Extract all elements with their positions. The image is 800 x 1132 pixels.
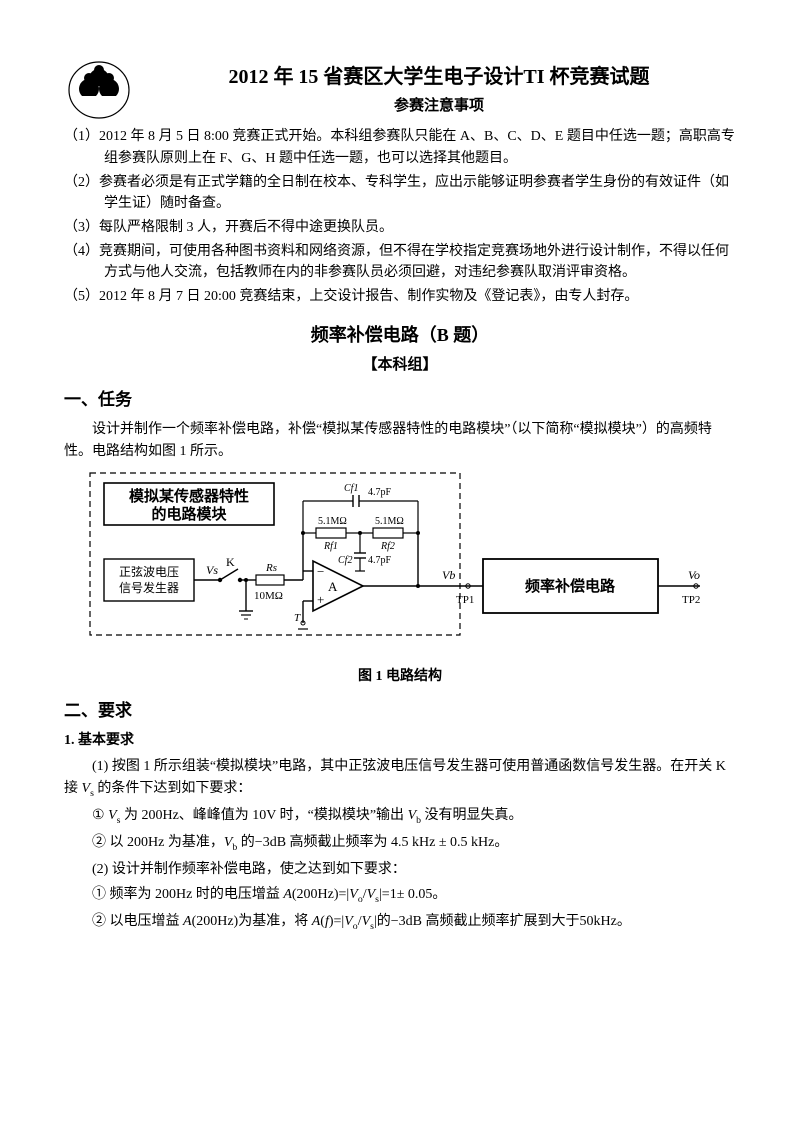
req-1-item2: ② 以 200Hz 为基准，Vb 的−3dB 高频截止频率为 4.5 kHz ±… [64, 832, 736, 855]
rules-list: （1）2012 年 8 月 5 日 8:00 竞赛正式开始。本科组参赛队只能在 … [64, 126, 736, 308]
req-2-item2: ② 以电压增益 A(200Hz)为基准，将 A(f)=|Vo/Vs|的−3dB … [64, 911, 736, 934]
section-2-heading: 二、要求 [64, 698, 736, 724]
svg-text:A: A [328, 579, 338, 594]
section-1-para: 设计并制作一个频率补偿电路，补偿“模拟某传感器特性的电路模块”（以下简称“模拟模… [64, 419, 736, 462]
svg-text:Vb: Vb [442, 568, 455, 582]
svg-text:TP2: TP2 [682, 594, 700, 606]
svg-text:5.1MΩ: 5.1MΩ [375, 516, 404, 527]
svg-text:模拟某传感器特性: 模拟某传感器特性 [129, 487, 249, 505]
svg-text:4.7pF: 4.7pF [368, 555, 392, 566]
rule-4: （4）竞赛期间，可使用各种图书资料和网络资源，但不得在学校指定竞赛场地外进行设计… [64, 241, 736, 284]
rule-1: （1）2012 年 8 月 5 日 8:00 竞赛正式开始。本科组参赛队只能在 … [64, 126, 736, 169]
req-1-item1: ① Vs 为 200Hz、峰峰值为 10V 时，“模拟模块”输出 Vb 没有明显… [64, 805, 736, 828]
rule-2: （2）参赛者必须是有正式学籍的全日制在校本、专科学生，应出示能够证明参赛者学生身… [64, 172, 736, 215]
req-1: (1) 按图 1 所示组装“模拟模块”电路，其中正弦波电压信号发生器可使用普通函… [64, 756, 736, 801]
svg-text:TP1: TP1 [456, 594, 474, 606]
circuit-diagram: 模拟某传感器特性 的电路模块 正弦波电压 信号发生器 Vs K Rs 10MΩ … [88, 471, 736, 659]
svg-text:频率补偿电路: 频率补偿电路 [525, 577, 616, 595]
svg-text:−: − [317, 564, 324, 579]
svg-text:的电路模块: 的电路模块 [151, 505, 227, 523]
rule-3: （3）每队严格限制 3 人，开赛后不得中途更换队员。 [64, 217, 736, 239]
contest-logo [64, 56, 134, 120]
svg-text:正弦波电压: 正弦波电压 [119, 564, 179, 579]
section-1-heading: 一、任务 [64, 387, 736, 413]
svg-text:4.7pF: 4.7pF [368, 487, 392, 498]
svg-text:Rs: Rs [265, 562, 277, 574]
svg-text:信号发生器: 信号发生器 [119, 580, 179, 595]
svg-text:K: K [226, 555, 235, 569]
rule-5: （5）2012 年 8 月 7 日 20:00 竞赛结束，上交设计报告、制作实物… [64, 286, 736, 308]
svg-text:Vo: Vo [688, 568, 700, 582]
svg-text:Cf1: Cf1 [344, 483, 358, 494]
problem-subgroup: 【本科组】 [64, 354, 736, 377]
req-2: (2) 设计并制作频率补偿电路，使之达到如下要求： [64, 859, 736, 881]
figure-caption: 图 1 电路结构 [64, 666, 736, 688]
svg-text:Vs: Vs [206, 563, 218, 577]
req-2-item1: ① 频率为 200Hz 时的电压增益 A(200Hz)=|Vo/Vs|=1± 0… [64, 884, 736, 907]
notice-title: 参赛注意事项 [142, 95, 736, 118]
main-title: 2012 年 15 省赛区大学生电子设计TI 杯竞赛试题 [142, 62, 736, 93]
svg-text:Cf2: Cf2 [338, 555, 352, 566]
svg-text:T: T [294, 612, 301, 624]
problem-title: 频率补偿电路（B 题） [64, 322, 736, 350]
svg-text:Rf1: Rf1 [323, 541, 338, 552]
req-basic-heading: 1. 基本要求 [64, 730, 736, 752]
svg-text:+: + [317, 592, 324, 607]
svg-text:Rf2: Rf2 [380, 541, 395, 552]
svg-text:5.1MΩ: 5.1MΩ [318, 516, 347, 527]
svg-text:10MΩ: 10MΩ [254, 590, 283, 602]
